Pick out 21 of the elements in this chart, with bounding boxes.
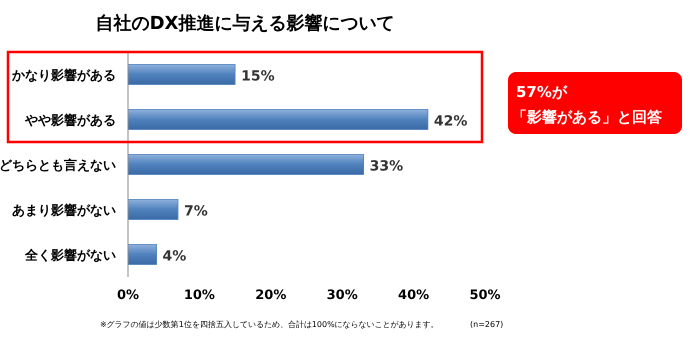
y-tick-label: あまり影響がない xyxy=(12,202,116,218)
data-label: 42% xyxy=(434,114,468,130)
chart-title: 自社のDX推進に与える影響について xyxy=(96,13,394,34)
x-tick-label: 10% xyxy=(184,288,215,303)
y-tick-label: やや影響がある xyxy=(24,112,116,128)
data-label: 33% xyxy=(370,158,404,174)
data-label: 4% xyxy=(162,248,186,264)
x-tick-label: 20% xyxy=(255,288,286,303)
text: (n=267) xyxy=(470,320,504,329)
x-tick-label: 0% xyxy=(116,288,140,303)
text: 57%が xyxy=(516,83,568,101)
data-label: 15% xyxy=(241,68,275,84)
text: 「影響がある」と回答 xyxy=(512,108,662,126)
text: ※グラフの値は少数第1位を四捨五入しているため、合計は100%にならないことがあります。 xyxy=(100,320,439,329)
x-tick-label: 30% xyxy=(326,288,358,303)
x-tick-label: 40% xyxy=(398,288,430,303)
y-tick-label: どちらとも言えない xyxy=(0,158,116,174)
y-tick-label: 全く影響がない xyxy=(24,248,116,264)
x-tick-label: 50% xyxy=(469,288,501,303)
y-tick-label: かなり影響がある xyxy=(11,68,116,84)
data-label: 7% xyxy=(184,204,208,220)
